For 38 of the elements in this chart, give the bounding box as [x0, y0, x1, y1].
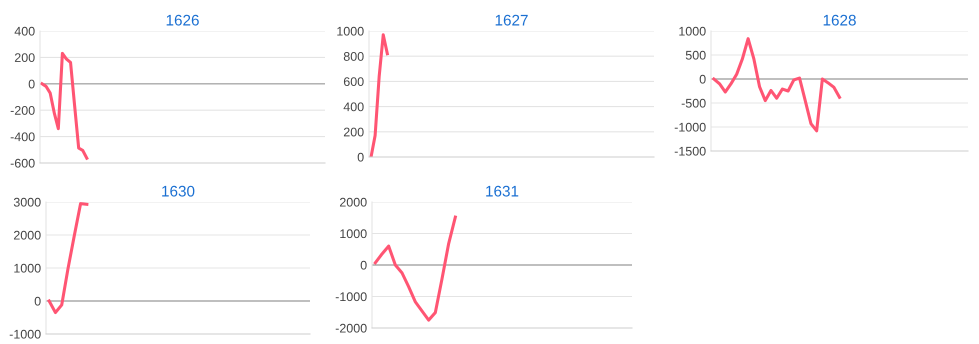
chart-title: 1630	[162, 186, 194, 197]
line-series	[712, 37, 842, 132]
y-tick-label: -1000	[10, 330, 41, 339]
y-tick-label: 3000	[14, 198, 41, 207]
y-tick-label: -1000	[674, 122, 706, 132]
y-tick-label: -400	[10, 132, 35, 142]
y-tick-label: 0	[360, 260, 367, 270]
y-tick-label: 400	[14, 26, 35, 36]
chart-title: 1628	[824, 14, 856, 26]
y-tick-label: 200	[344, 128, 364, 136]
y-tick-label: -500	[682, 98, 706, 108]
y-tick-label: 1000	[679, 26, 706, 36]
y-tick-label: 200	[14, 53, 35, 62]
y-tick-label: -200	[10, 106, 35, 115]
line-series	[48, 202, 88, 314]
y-tick-label: 400	[344, 102, 364, 112]
line-series	[370, 33, 389, 157]
y-tick-label: 1000	[340, 229, 367, 238]
y-tick-label: 2000	[340, 198, 367, 207]
y-tick-label: -1500	[674, 146, 706, 156]
line-series	[40, 52, 88, 160]
chart-title: 1626	[166, 14, 199, 26]
line-series	[374, 216, 457, 322]
y-tick-label: 1000	[337, 26, 364, 36]
chart-title: 1627	[496, 14, 528, 26]
chart-title: 1631	[486, 186, 518, 197]
y-tick-label: 0	[28, 80, 35, 88]
y-tick-label: 800	[344, 52, 364, 61]
y-tick-label: -1000	[336, 292, 367, 302]
y-tick-label: 0	[358, 152, 364, 162]
y-tick-label: 2000	[14, 230, 41, 240]
y-tick-label: 0	[700, 74, 706, 84]
y-tick-label: -2000	[336, 324, 367, 333]
y-tick-label: 1000	[14, 264, 41, 273]
y-tick-label: 0	[34, 296, 41, 306]
y-tick-label: -600	[10, 158, 35, 168]
y-tick-label: 600	[344, 77, 364, 86]
y-tick-label: 500	[686, 50, 706, 60]
